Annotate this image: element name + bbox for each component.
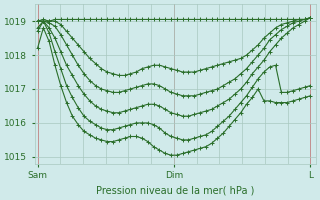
X-axis label: Pression niveau de la mer( hPa ): Pression niveau de la mer( hPa ) — [96, 186, 254, 196]
